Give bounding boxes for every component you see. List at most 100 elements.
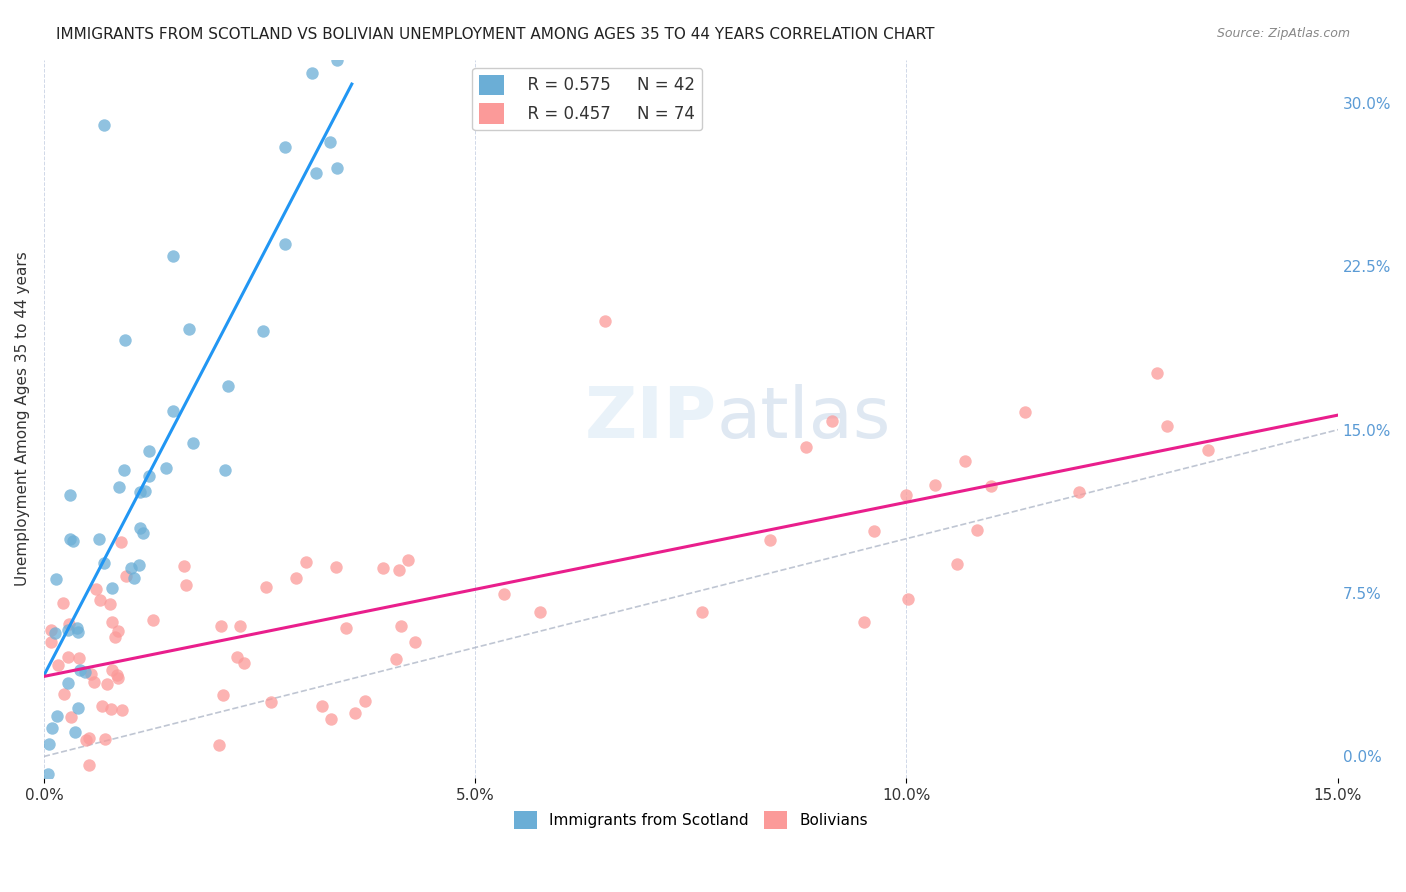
Point	[107, 672, 129, 686]
Point	[138, 443, 160, 458]
Point	[94, 732, 117, 747]
Point	[326, 161, 349, 176]
Point	[128, 558, 150, 572]
Text: atlas: atlas	[717, 384, 891, 453]
Point	[274, 236, 297, 251]
Point	[209, 619, 232, 633]
Point	[326, 53, 349, 67]
Point	[759, 533, 782, 548]
Point	[212, 688, 235, 702]
Point	[67, 650, 90, 665]
Point	[385, 652, 408, 666]
Point	[232, 656, 254, 670]
Point	[966, 523, 988, 537]
Point	[129, 521, 152, 535]
Point	[66, 622, 89, 636]
Point	[77, 731, 100, 746]
Point	[343, 706, 366, 721]
Point	[388, 563, 411, 577]
Point	[1156, 418, 1178, 433]
Point	[305, 166, 328, 180]
Point	[69, 663, 91, 677]
Point	[295, 555, 318, 569]
Point	[260, 695, 283, 709]
Point	[100, 701, 122, 715]
Point	[353, 694, 375, 708]
Point	[1197, 442, 1219, 457]
Point	[173, 559, 195, 574]
Point	[301, 65, 323, 79]
Point	[162, 249, 184, 263]
Point	[311, 698, 333, 713]
Point	[93, 118, 115, 132]
Point	[98, 597, 121, 611]
Point	[100, 615, 122, 629]
Point	[155, 461, 177, 475]
Point	[101, 581, 124, 595]
Point	[59, 532, 82, 546]
Point	[93, 556, 115, 570]
Point	[217, 379, 239, 393]
Point	[75, 733, 97, 747]
Point	[44, 626, 66, 640]
Point	[214, 463, 236, 477]
Point	[75, 665, 97, 679]
Point	[56, 675, 79, 690]
Point	[56, 624, 79, 638]
Point	[128, 484, 150, 499]
Point	[980, 479, 1002, 493]
Point	[690, 606, 713, 620]
Point	[138, 469, 160, 483]
Point	[56, 650, 79, 665]
Point	[862, 524, 884, 538]
Point	[110, 534, 132, 549]
Point	[101, 663, 124, 677]
Point	[58, 617, 80, 632]
Point	[924, 478, 946, 492]
Point	[404, 635, 426, 649]
Point	[77, 758, 100, 772]
Point	[104, 630, 127, 644]
Y-axis label: Unemployment Among Ages 35 to 44 years: Unemployment Among Ages 35 to 44 years	[15, 252, 30, 586]
Point	[181, 436, 204, 450]
Point	[134, 483, 156, 498]
Point	[285, 571, 308, 585]
Point	[593, 314, 616, 328]
Point	[114, 463, 136, 477]
Point	[896, 488, 918, 502]
Point	[226, 649, 249, 664]
Point	[62, 533, 84, 548]
Point	[39, 634, 62, 648]
Point	[853, 615, 876, 629]
Point	[897, 592, 920, 607]
Point	[229, 618, 252, 632]
Point	[38, 737, 60, 751]
Legend: Immigrants from Scotland, Bolivians: Immigrants from Scotland, Bolivians	[508, 805, 873, 835]
Point	[45, 709, 67, 723]
Point	[319, 135, 342, 149]
Point	[96, 677, 118, 691]
Text: ZIP: ZIP	[585, 384, 717, 453]
Point	[91, 698, 114, 713]
Point	[39, 624, 62, 638]
Point	[59, 488, 82, 502]
Point	[89, 592, 111, 607]
Point	[114, 333, 136, 347]
Point	[66, 701, 89, 715]
Point	[142, 613, 165, 627]
Point	[274, 139, 297, 153]
Point	[67, 625, 90, 640]
Point	[52, 597, 75, 611]
Point	[396, 553, 419, 567]
Point	[208, 738, 231, 752]
Point	[107, 624, 129, 639]
Point	[83, 675, 105, 690]
Point	[105, 667, 128, 681]
Point	[1146, 367, 1168, 381]
Point	[132, 525, 155, 540]
Point	[46, 657, 69, 672]
Point	[492, 587, 515, 601]
Point	[335, 621, 357, 635]
Point	[373, 561, 395, 575]
Point	[1067, 485, 1090, 500]
